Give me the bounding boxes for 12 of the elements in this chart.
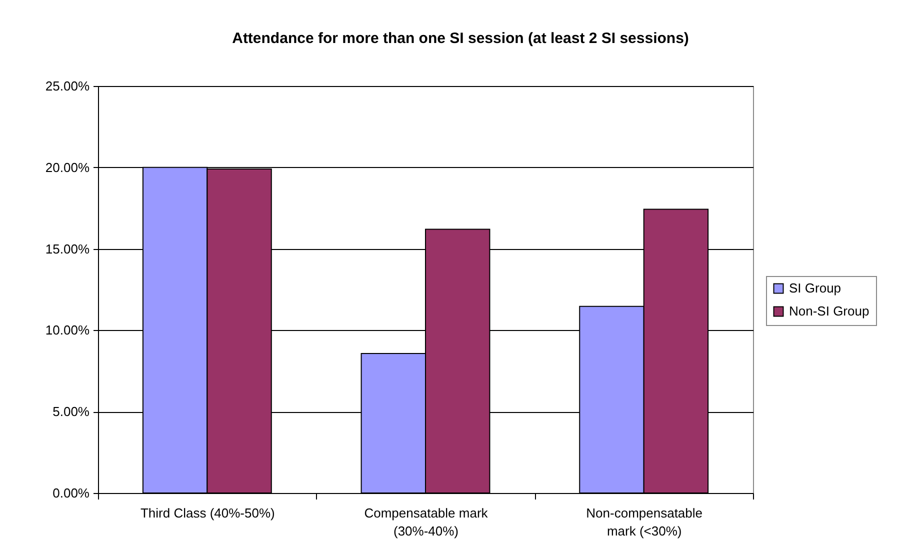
y-tick-label: 10.00%: [45, 322, 90, 338]
chart-title: Attendance for more than one SI session (at least 2 SI sessions): [232, 30, 689, 47]
y-tick-label: 5.00%: [52, 404, 90, 420]
y-tick-label: 0.00%: [52, 486, 90, 500]
y-tick-label: 20.00%: [45, 160, 90, 175]
legend-label: Non-SI Group: [789, 304, 870, 318]
x-tick-label: Third Class (40%-50%): [140, 506, 275, 520]
y-tick-label: 15.00%: [45, 241, 90, 256]
x-tick-label: Non-compensatable mark (<30%): [586, 506, 703, 538]
legend-label: SI Group: [789, 280, 842, 296]
y-tick-label: 25.00%: [45, 78, 90, 94]
x-tick-label: Compensatable mark (30%-40%): [364, 506, 488, 538]
